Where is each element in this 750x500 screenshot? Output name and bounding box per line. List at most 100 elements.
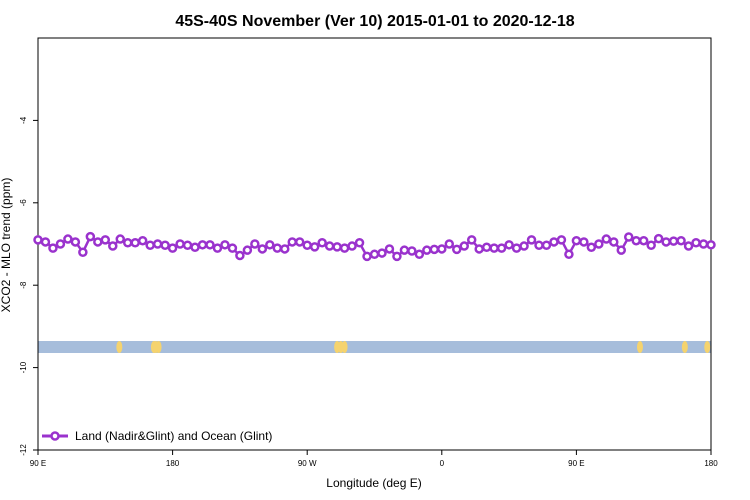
series-point-0-47 xyxy=(384,244,395,254)
series-point-0-2 xyxy=(48,243,58,253)
series-point-0-25 xyxy=(220,240,230,250)
series-point-0-67 xyxy=(534,240,544,250)
series-point-0-32 xyxy=(272,243,283,253)
x-tick-label-1: 180 xyxy=(166,459,180,468)
series-point-0-4 xyxy=(63,234,73,244)
series-point-0-3 xyxy=(55,239,66,249)
x-tick-label-2: 90 W xyxy=(298,459,317,468)
series-point-0-16 xyxy=(152,239,163,249)
series-point-0-21 xyxy=(190,242,200,253)
series-point-0-80 xyxy=(631,235,641,246)
x-axis: 90 E 180 90 W 0 90 E 180 xyxy=(30,450,718,468)
series-point-0-85 xyxy=(668,236,679,246)
series-point-0-43 xyxy=(354,238,365,248)
legend: Land (Nadir&Glint) and Ocean (Glint) xyxy=(42,429,272,443)
series-point-0-36 xyxy=(302,240,312,250)
series-point-0-77 xyxy=(609,237,619,247)
series-point-0-13 xyxy=(130,238,140,248)
series-point-0-5 xyxy=(70,237,81,247)
land-mark-8 xyxy=(681,341,688,353)
series-point-0-39 xyxy=(324,241,335,251)
series-point-0-87 xyxy=(683,241,694,251)
y-tick-label-3: -10 xyxy=(19,361,28,373)
series-point-0-71 xyxy=(564,249,574,260)
series-point-0-31 xyxy=(265,240,275,250)
series-point-0-81 xyxy=(638,235,649,246)
land-mark-7 xyxy=(636,341,643,353)
series-point-0-88 xyxy=(691,238,701,248)
series-point-0-33 xyxy=(280,244,290,254)
series-point-0-59 xyxy=(474,244,484,254)
series-point-0-42 xyxy=(347,241,357,251)
series-point-0-35 xyxy=(294,237,305,247)
series-point-0-37 xyxy=(309,242,320,252)
series-point-0-28 xyxy=(242,245,253,255)
series-point-0-7 xyxy=(85,231,96,242)
series-point-0-61 xyxy=(489,243,499,253)
series-point-0-24 xyxy=(212,243,223,253)
series-point-0-45 xyxy=(369,249,380,260)
series-point-0-76 xyxy=(601,234,612,244)
series-point-0-79 xyxy=(623,232,634,242)
series-point-0-86 xyxy=(676,235,686,246)
chart-title: 45S-40S November (Ver 10) 2015-01-01 to … xyxy=(175,13,574,30)
series-point-0-52 xyxy=(422,245,432,255)
series-point-0-48 xyxy=(392,251,402,262)
series-point-0-22 xyxy=(197,240,208,250)
series-point-0-63 xyxy=(504,240,514,250)
series-point-0-17 xyxy=(160,240,170,250)
series-point-0-40 xyxy=(332,242,342,252)
series-point-0-73 xyxy=(579,237,589,247)
series-point-0-20 xyxy=(182,240,193,250)
land-mark-9 xyxy=(704,341,711,353)
y-axis-label: XCO2 - MLO trend (ppm) xyxy=(0,178,13,313)
series-point-0-14 xyxy=(137,235,148,246)
series-group xyxy=(33,231,716,262)
series-point-0-90 xyxy=(706,240,716,250)
series-point-0-26 xyxy=(227,243,238,253)
series-point-0-69 xyxy=(549,237,559,247)
x-axis-label: Longitude (deg E) xyxy=(326,476,421,490)
x-tick-label-5: 180 xyxy=(704,459,718,468)
series-point-0-27 xyxy=(235,250,245,261)
y-tick-label-4: -12 xyxy=(19,444,28,456)
series-point-0-38 xyxy=(317,238,327,248)
y-tick-label-2: -8 xyxy=(19,281,28,289)
series-point-0-70 xyxy=(556,235,567,245)
x-tick-label-3: 0 xyxy=(440,459,445,468)
series-point-0-72 xyxy=(571,235,582,246)
y-tick-label-0: -4 xyxy=(19,116,28,124)
y-tick-label-1: -6 xyxy=(19,199,28,207)
series-point-0-15 xyxy=(145,240,155,250)
series-point-0-51 xyxy=(414,249,425,260)
x-tick-label-0: 90 E xyxy=(30,459,46,468)
series-point-0-0 xyxy=(33,235,43,245)
series-point-0-84 xyxy=(661,237,671,247)
land-ocean-strip xyxy=(38,341,711,353)
land-mark-6 xyxy=(341,341,348,353)
series-point-0-6 xyxy=(78,247,88,257)
series-point-0-29 xyxy=(250,239,260,249)
series-point-0-75 xyxy=(594,239,604,249)
series-point-0-82 xyxy=(646,240,656,250)
series-point-0-30 xyxy=(257,244,268,254)
series-point-0-55 xyxy=(444,239,455,249)
series-point-0-66 xyxy=(526,235,537,245)
land-mark-3 xyxy=(155,341,162,353)
series-point-0-49 xyxy=(399,245,410,255)
series-point-0-64 xyxy=(511,243,522,253)
series-point-0-8 xyxy=(93,237,103,247)
series-point-0-83 xyxy=(653,233,664,244)
series-point-0-44 xyxy=(362,251,372,262)
series-point-0-53 xyxy=(429,244,440,255)
series-point-0-34 xyxy=(287,237,297,247)
series-point-0-58 xyxy=(466,235,477,245)
y-axis: -4 -6 -8 -10 -12 xyxy=(19,116,38,456)
series-point-0-65 xyxy=(519,241,529,251)
series-point-0-1 xyxy=(40,237,51,247)
series-point-0-12 xyxy=(122,238,133,248)
series-point-0-60 xyxy=(481,242,492,253)
series-point-0-11 xyxy=(115,234,126,244)
series-point-0-50 xyxy=(407,246,417,256)
